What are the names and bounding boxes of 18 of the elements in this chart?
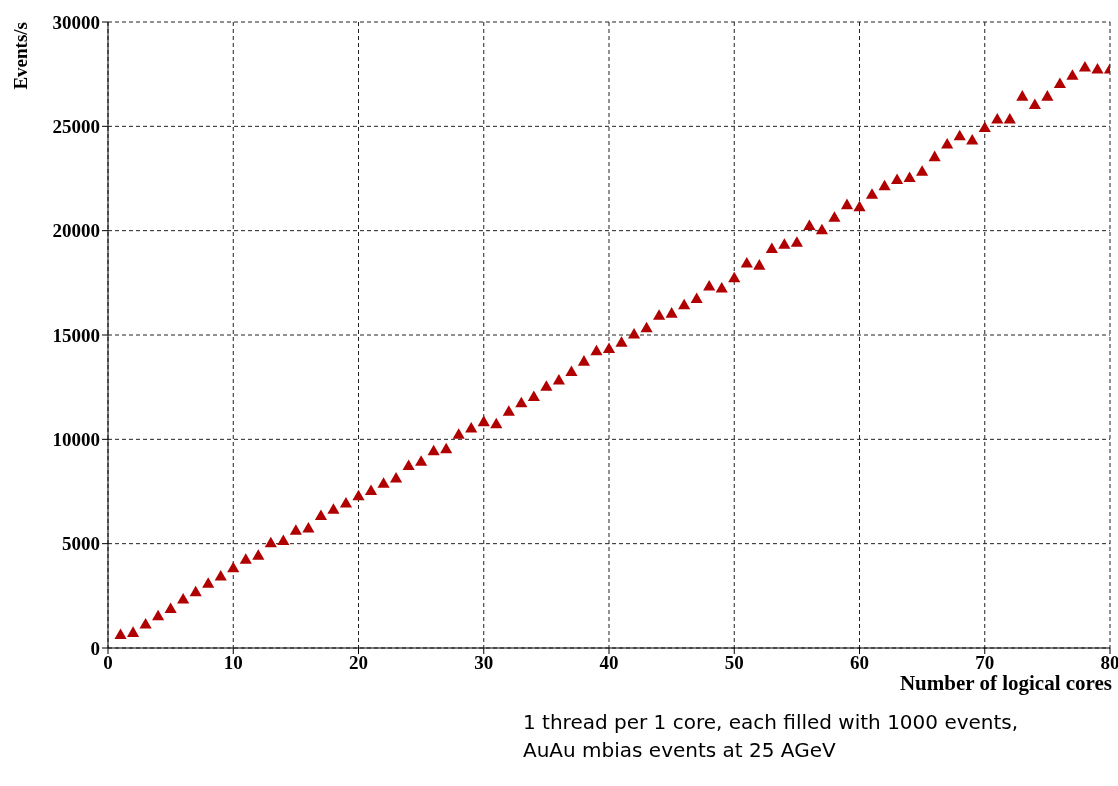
y-tick-label: 20000	[52, 220, 100, 242]
x-tick-label: 30	[474, 652, 494, 674]
x-tick-label: 20	[349, 652, 368, 674]
x-tick-label: 10	[223, 652, 243, 674]
y-tick-label: 30000	[52, 11, 100, 33]
y-tick-label: 15000	[52, 324, 100, 346]
y-tick-label: 25000	[52, 116, 100, 138]
x-tick-label: 50	[724, 652, 744, 674]
y-axis-title: Events/s	[10, 22, 32, 90]
text: 1 thread per 1 core, each filled with 1000 events, AuAu mbias events at 25 AGeV	[523, 709, 1020, 764]
x-tick-label: 70	[975, 652, 995, 674]
x-tick-label: 40	[599, 652, 619, 674]
y-tick-label: 10000	[52, 429, 100, 451]
x-tick-label: 60	[850, 652, 869, 674]
y-tick-label: 5000	[62, 533, 100, 555]
x-tick-label: 80	[1100, 652, 1118, 674]
y-tick-label: 0	[90, 637, 100, 659]
x-axis-title: Number of logical cores	[899, 671, 1112, 695]
